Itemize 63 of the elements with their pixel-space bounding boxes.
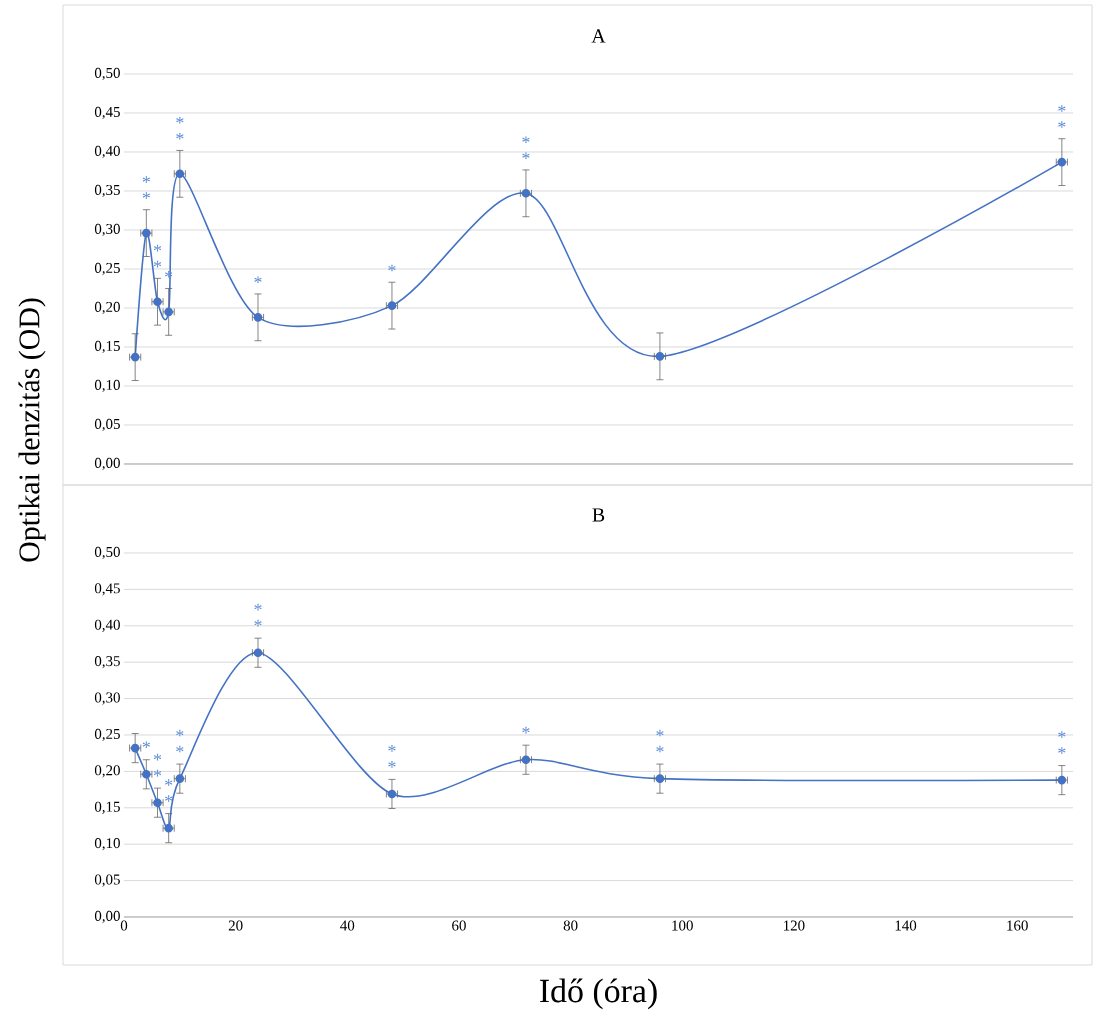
y-tick-label: 0,50 <box>94 67 120 81</box>
y-tick-label: 0,50 <box>94 546 120 560</box>
chart-title: B <box>592 508 605 522</box>
annotation: * <box>522 726 530 734</box>
y-tick-label: 0,00 <box>94 457 120 471</box>
annotation: * <box>165 779 173 786</box>
y-tick-label: 0,15 <box>94 801 120 814</box>
y-tick-label: 0,45 <box>94 106 120 120</box>
y-tick-label: 0,25 <box>94 262 120 276</box>
annotation: * <box>656 745 664 753</box>
annotation: * <box>153 769 162 777</box>
y-tick-label: 0,00 <box>94 910 120 924</box>
annotation: * <box>254 603 262 611</box>
annotation: * <box>1058 747 1066 754</box>
x-tick-label: 60 <box>452 920 466 931</box>
x-tick-label: 20 <box>228 920 243 931</box>
annotation: * <box>153 244 162 252</box>
annotation: * <box>142 741 150 748</box>
annotation: * <box>176 729 184 737</box>
annotation: * <box>1058 105 1066 112</box>
x-tick-label: 80 <box>563 920 578 931</box>
annotation: * <box>153 753 162 761</box>
y-tick-label: 0,05 <box>94 874 120 887</box>
x-tick-label: 100 <box>672 920 693 931</box>
annotation: * <box>176 116 184 124</box>
annotation: * <box>142 176 150 183</box>
y-tick-label: 0,15 <box>94 340 120 354</box>
y-tick-label: 0,10 <box>94 379 120 393</box>
annotation: * <box>142 192 150 199</box>
annotation: * <box>176 132 184 140</box>
annotation: * <box>388 745 396 752</box>
annotation: * <box>153 260 162 268</box>
annotation: * <box>522 136 530 144</box>
y-tick-label: 0,20 <box>94 301 120 315</box>
y-tick-label: 0,20 <box>94 765 120 778</box>
annotation: * <box>165 795 173 802</box>
annotation: * <box>254 276 262 284</box>
annotation: * <box>1058 121 1066 128</box>
chart-title: A <box>591 29 606 43</box>
annotation: * <box>254 619 262 627</box>
annotation: * <box>522 152 530 160</box>
annotation: * <box>388 264 396 272</box>
y-tick-label: 0,40 <box>94 145 120 159</box>
x-tick-label: 0 <box>120 920 128 931</box>
annotation: * <box>1058 731 1066 738</box>
y-tick-label: 0,10 <box>94 838 120 851</box>
y-tick-label: 0,25 <box>94 728 120 742</box>
x-tick-label: 120 <box>784 920 805 931</box>
y-axis-title: Optikai denzitás (OD) <box>18 298 46 562</box>
y-tick-label: 0,30 <box>94 223 120 237</box>
x-tick-label: 160 <box>1007 920 1028 931</box>
y-tick-label: 0,35 <box>94 184 120 198</box>
y-tick-label: 0,30 <box>94 692 120 705</box>
y-tick-label: 0,40 <box>94 619 120 632</box>
y-tick-label: 0,35 <box>94 656 120 669</box>
annotation: * <box>176 745 184 753</box>
x-tick-label: 140 <box>895 920 917 931</box>
y-tick-label: 0,05 <box>94 418 120 432</box>
x-axis-title: Idő (óra) <box>540 978 657 1010</box>
annotation: * <box>656 729 664 737</box>
x-tick-label: 40 <box>340 920 355 931</box>
annotation: * <box>388 761 396 768</box>
y-tick-label: 0,45 <box>94 583 120 596</box>
